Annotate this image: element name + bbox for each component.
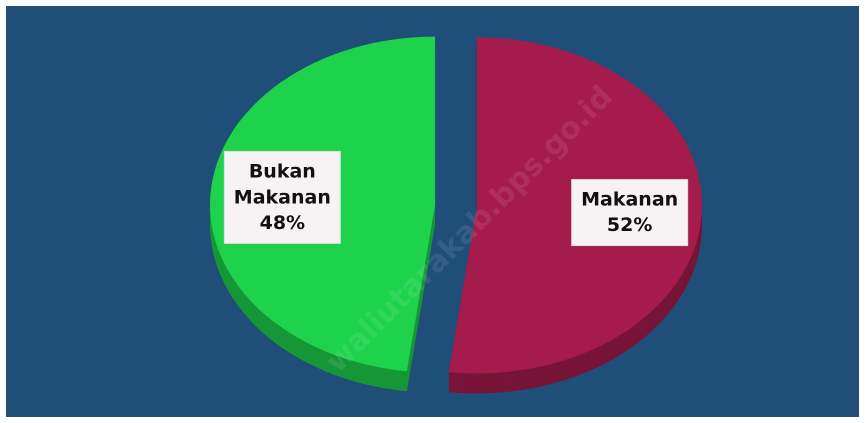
value-label: 52% bbox=[607, 214, 652, 236]
label-box bbox=[571, 179, 689, 247]
pie: Makanan 52% Bukan Makanan 48% bbox=[210, 36, 702, 394]
label-box bbox=[223, 150, 341, 244]
category-label: Makanan bbox=[581, 188, 678, 210]
category-label: Bukan Makanan bbox=[234, 160, 331, 208]
value-label: 48% bbox=[260, 212, 305, 234]
